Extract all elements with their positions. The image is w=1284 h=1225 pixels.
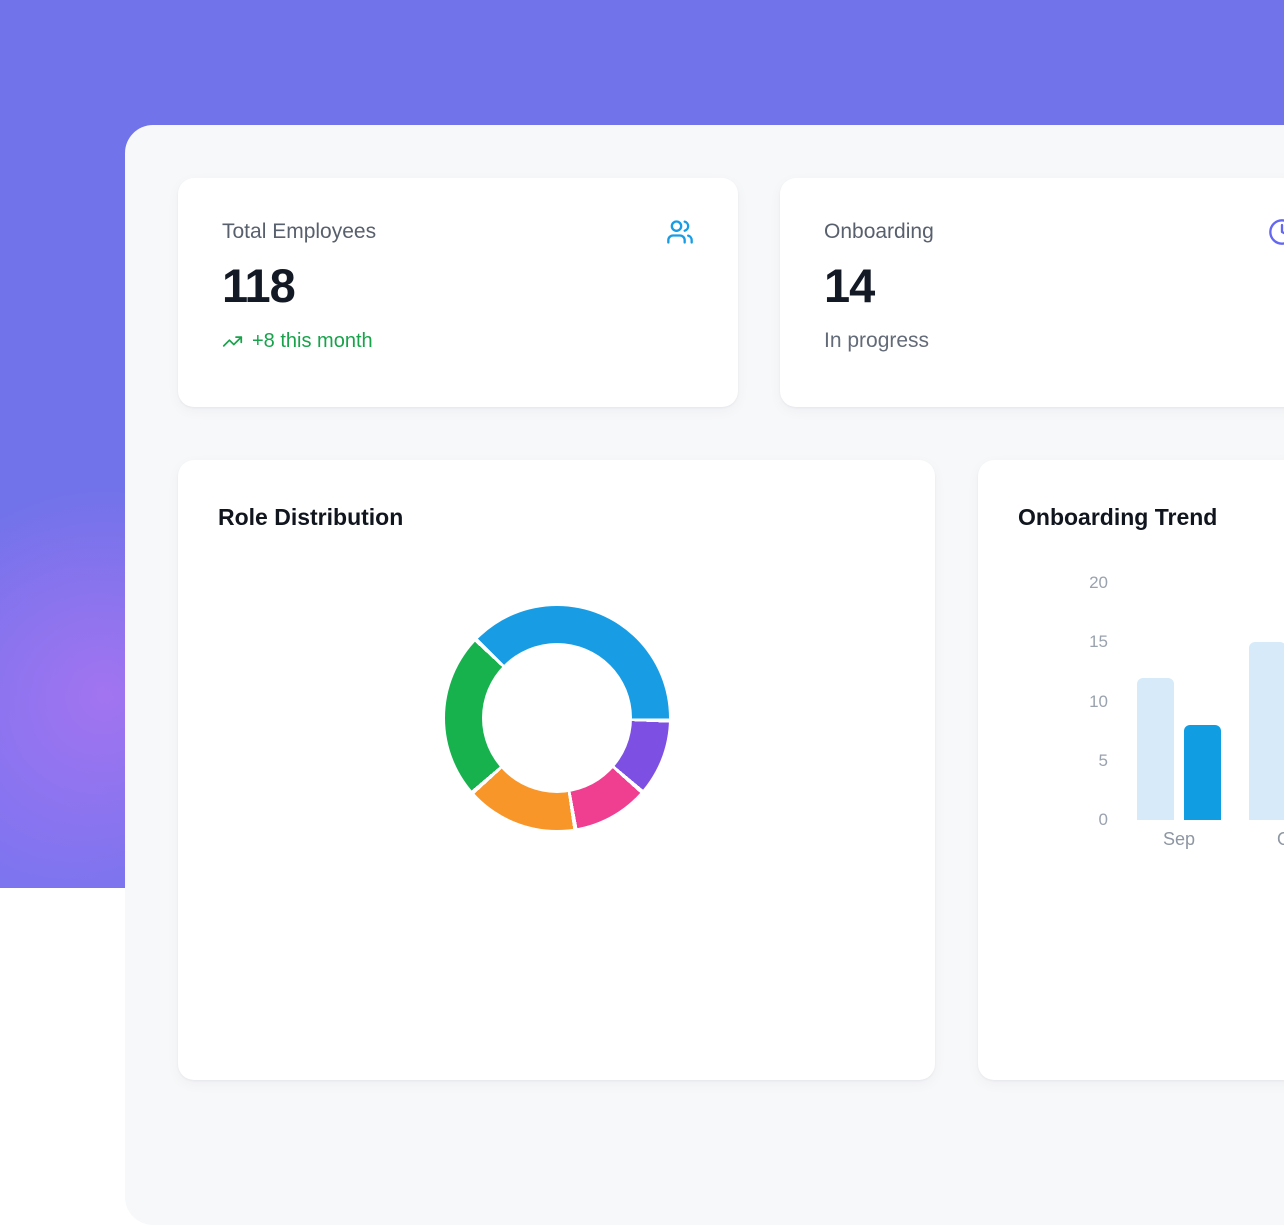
onboarding-trend-card: Onboarding Trend 0 5 10 15 20 Sep Oct bbox=[978, 460, 1284, 1080]
stat-card-onboarding: Onboarding 14 In progress bbox=[780, 178, 1284, 407]
category-label: Oct bbox=[1276, 829, 1284, 849]
chart-title: Onboarding Trend bbox=[1018, 504, 1218, 530]
y-axis-tick-label: 10 bbox=[1089, 691, 1108, 711]
bar bbox=[1137, 677, 1174, 820]
chart-title: Role Distribution bbox=[218, 504, 404, 530]
y-axis-tick-label: 15 bbox=[1089, 632, 1108, 652]
y-axis-tick-label: 5 bbox=[1098, 750, 1108, 770]
bar bbox=[1184, 725, 1221, 820]
trending-up-icon bbox=[222, 331, 243, 352]
stat-value: 118 bbox=[222, 259, 296, 312]
y-axis-tick-label: 0 bbox=[1098, 810, 1108, 829]
stat-value: 14 bbox=[824, 259, 875, 312]
category-label: Sep bbox=[1162, 829, 1196, 849]
clock-icon bbox=[1268, 218, 1284, 246]
stat-card-header: Total Employees bbox=[222, 220, 694, 246]
role-distribution-donut bbox=[445, 606, 669, 830]
stat-trend: +8 this month bbox=[222, 329, 694, 353]
stat-card-total-employees: Total Employees 118 +8 this month bbox=[178, 178, 738, 407]
stat-card-header: Onboarding bbox=[824, 218, 1284, 246]
bar-chart-plot bbox=[1123, 583, 1284, 820]
bar bbox=[1249, 642, 1284, 820]
stat-subtext: In progress bbox=[824, 329, 930, 352]
dashboard-panel: Total Employees 118 +8 this month bbox=[125, 125, 1284, 1225]
stat-label: Onboarding bbox=[824, 220, 934, 243]
role-distribution-card: Role Distribution bbox=[178, 460, 935, 1080]
users-icon bbox=[666, 218, 694, 246]
stat-trend-text: +8 this month bbox=[252, 330, 373, 352]
y-axis-tick-label: 20 bbox=[1089, 573, 1108, 592]
stat-label: Total Employees bbox=[222, 220, 377, 243]
